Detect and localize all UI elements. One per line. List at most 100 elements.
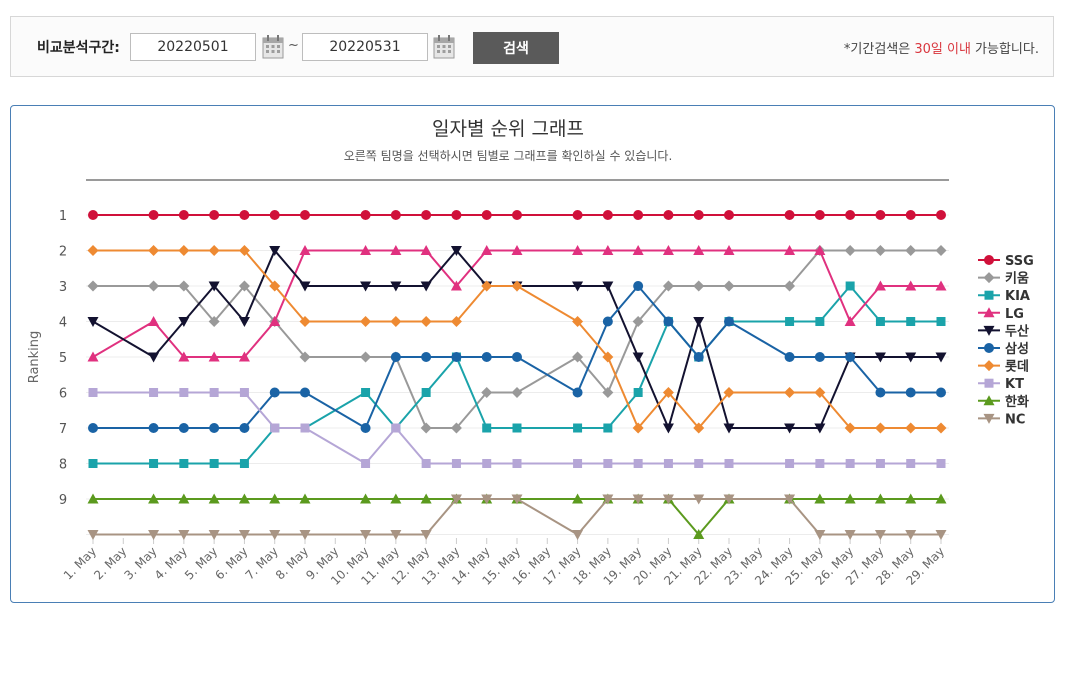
legend-item-롯데[interactable]: 롯데 — [1005, 360, 1029, 375]
data-point-SSG — [875, 210, 886, 220]
data-point-KIA — [149, 459, 159, 468]
x-tick-label: 5. May — [182, 544, 220, 582]
data-point-KT — [875, 459, 885, 468]
legend-marker-삼성 — [984, 343, 994, 353]
data-point-한화 — [148, 493, 160, 504]
data-point-SSG — [845, 210, 856, 220]
data-point-LG — [148, 316, 160, 326]
legend-item-한화[interactable]: 한화 — [1005, 394, 1029, 410]
data-point-LG — [784, 245, 796, 255]
legend-item-KIA[interactable]: KIA — [1005, 289, 1030, 304]
legend-item-SSG[interactable]: SSG — [1005, 254, 1034, 269]
data-point-롯데 — [693, 422, 705, 434]
data-point-KT — [906, 459, 916, 468]
data-point-SSG — [724, 210, 734, 220]
data-point-한화 — [905, 493, 917, 504]
data-point-SSG — [905, 210, 916, 220]
legend-item-LG[interactable]: LG — [1005, 307, 1024, 322]
legend-marker-두산 — [983, 325, 995, 336]
data-point-KIA — [179, 459, 189, 468]
data-point-키움 — [87, 280, 99, 292]
data-point-KT — [633, 459, 643, 468]
data-point-LG — [420, 245, 432, 255]
data-point-KIA — [875, 317, 885, 326]
data-point-NC — [935, 530, 947, 540]
data-point-삼성 — [269, 387, 280, 398]
calendar-icon[interactable] — [262, 35, 284, 59]
data-point-두산 — [784, 423, 796, 434]
legend-item-삼성[interactable]: 삼성 — [1005, 341, 1029, 357]
search-button[interactable]: 검색 — [473, 32, 559, 64]
series-line-두산 — [92, 249, 941, 429]
data-point-LG — [299, 245, 311, 255]
data-point-KIA — [209, 459, 219, 468]
data-point-NC — [420, 530, 432, 540]
data-point-삼성 — [724, 316, 734, 327]
data-point-NC — [784, 494, 796, 505]
data-point-SSG — [88, 210, 98, 220]
x-tick-label: 8. May — [273, 544, 311, 582]
data-point-SSG — [572, 210, 583, 220]
start-date-input[interactable] — [130, 33, 256, 61]
data-point-SSG — [148, 210, 159, 220]
legend-item-두산[interactable]: 두산 — [1005, 323, 1029, 339]
data-point-NC — [905, 530, 917, 540]
data-point-LG — [693, 245, 705, 255]
y-tick-label: 3 — [59, 280, 67, 295]
data-point-KIA — [603, 423, 613, 433]
data-point-키움 — [420, 422, 432, 434]
data-point-KT — [421, 459, 431, 468]
data-point-KT — [179, 388, 189, 397]
data-point-LG — [844, 316, 856, 326]
data-point-LG — [178, 351, 190, 362]
data-point-NC — [148, 530, 160, 540]
data-point-삼성 — [572, 387, 583, 398]
legend-item-키움[interactable]: 키움 — [1005, 271, 1029, 287]
data-point-키움 — [481, 387, 493, 398]
data-point-LG — [572, 245, 584, 255]
data-point-삼성 — [875, 387, 886, 398]
y-tick-label: 4 — [59, 316, 67, 331]
data-point-KIA — [906, 317, 916, 326]
legend-marker-한화 — [983, 395, 995, 406]
data-point-SSG — [693, 210, 704, 220]
data-point-키움 — [602, 387, 614, 398]
data-point-롯데 — [723, 387, 735, 398]
data-point-두산 — [723, 423, 735, 434]
data-point-롯데 — [360, 316, 372, 327]
data-point-KT — [149, 388, 159, 397]
data-point-롯데 — [784, 387, 796, 398]
data-point-롯데 — [148, 245, 160, 256]
note-suffix: 가능합니다. — [970, 42, 1039, 57]
legend-item-KT[interactable]: KT — [1005, 377, 1024, 392]
data-point-LG — [874, 280, 886, 291]
end-date-input[interactable] — [302, 33, 428, 61]
data-point-키움 — [662, 280, 674, 292]
x-tick-label: 1. May — [61, 544, 99, 582]
data-point-키움 — [874, 245, 886, 256]
data-point-KIA — [512, 423, 522, 433]
legend-marker-KT — [984, 378, 994, 388]
data-point-삼성 — [663, 316, 674, 327]
data-point-KT — [845, 459, 855, 468]
x-tick-label: 7. May — [243, 544, 281, 582]
data-point-SSG — [390, 210, 401, 220]
data-point-SSG — [239, 210, 250, 220]
data-point-KIA — [633, 388, 643, 397]
data-point-삼성 — [845, 352, 856, 362]
data-point-삼성 — [148, 423, 159, 433]
calendar-icon[interactable] — [433, 35, 455, 59]
data-point-NC — [450, 494, 462, 505]
data-point-두산 — [450, 246, 462, 256]
legend-item-NC[interactable]: NC — [1005, 412, 1025, 427]
data-point-롯데 — [935, 422, 947, 434]
y-tick-label: 7 — [59, 422, 67, 437]
data-point-한화 — [208, 493, 220, 504]
data-point-KT — [512, 459, 522, 468]
data-point-두산 — [178, 317, 190, 327]
data-point-LG — [662, 245, 674, 255]
data-point-SSG — [936, 210, 946, 220]
data-point-키움 — [632, 316, 644, 327]
data-point-삼성 — [814, 352, 825, 362]
data-point-롯데 — [420, 316, 432, 327]
